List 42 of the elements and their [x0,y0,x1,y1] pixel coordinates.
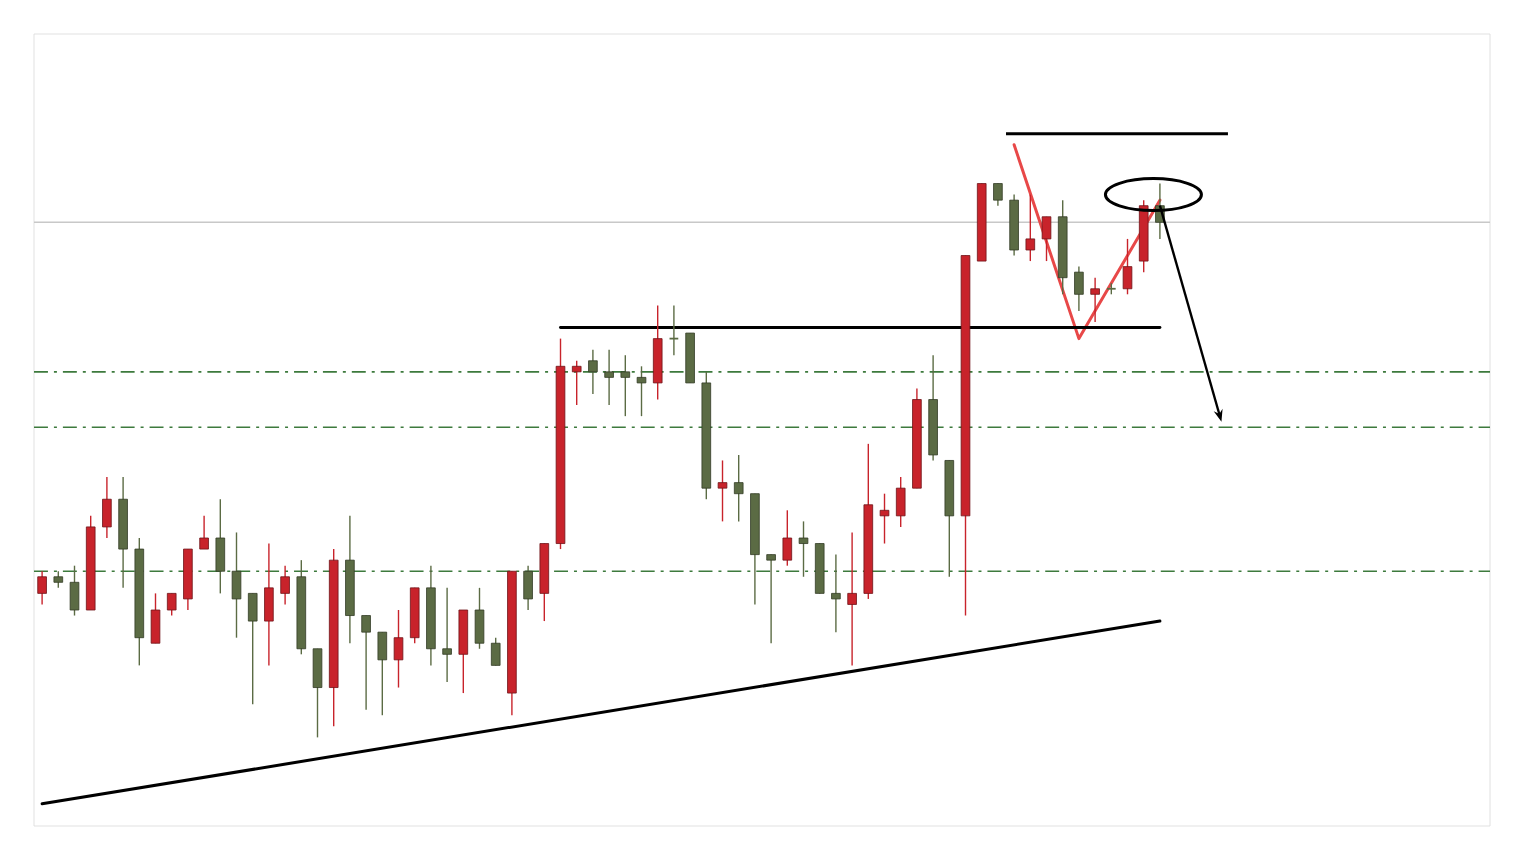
candlestick [215,498,226,595]
candlestick [604,348,614,406]
candlestick [69,564,80,617]
candlestick [377,631,388,716]
candlestick [247,592,258,705]
candlestick [717,459,728,523]
candlestick [1025,193,1036,262]
candlestick [766,553,776,644]
candlestick [636,365,647,417]
candlestick [782,509,793,567]
candlestick [1041,216,1052,262]
candlestick [312,648,323,739]
candlestick [458,609,469,694]
candlestick [620,354,631,417]
candlestick [668,304,680,356]
candlestick [831,553,841,633]
candlestick [895,476,906,528]
candlestick [523,564,533,611]
candlestick [150,592,161,644]
candlestick [652,304,663,401]
candlestick [442,587,452,683]
candlestick [879,492,890,545]
candlestick [1090,276,1100,323]
candlestick [798,520,809,578]
candlestick [199,515,209,550]
candlestick [733,454,744,523]
candlestick [280,564,290,606]
candlestick [1074,265,1084,312]
candlestick [37,570,47,606]
candlestick [1122,238,1133,295]
candlestick [490,636,501,667]
candlestick [474,587,485,650]
candlestick [393,609,404,689]
candlestick [361,614,371,711]
candlestick [993,182,1003,207]
candlestick [588,348,598,395]
candlestick [264,542,274,667]
candlestick [102,476,112,539]
candlestick [847,531,857,667]
candlestick [231,531,242,639]
candlestick [166,592,177,617]
candlestick [571,360,582,406]
